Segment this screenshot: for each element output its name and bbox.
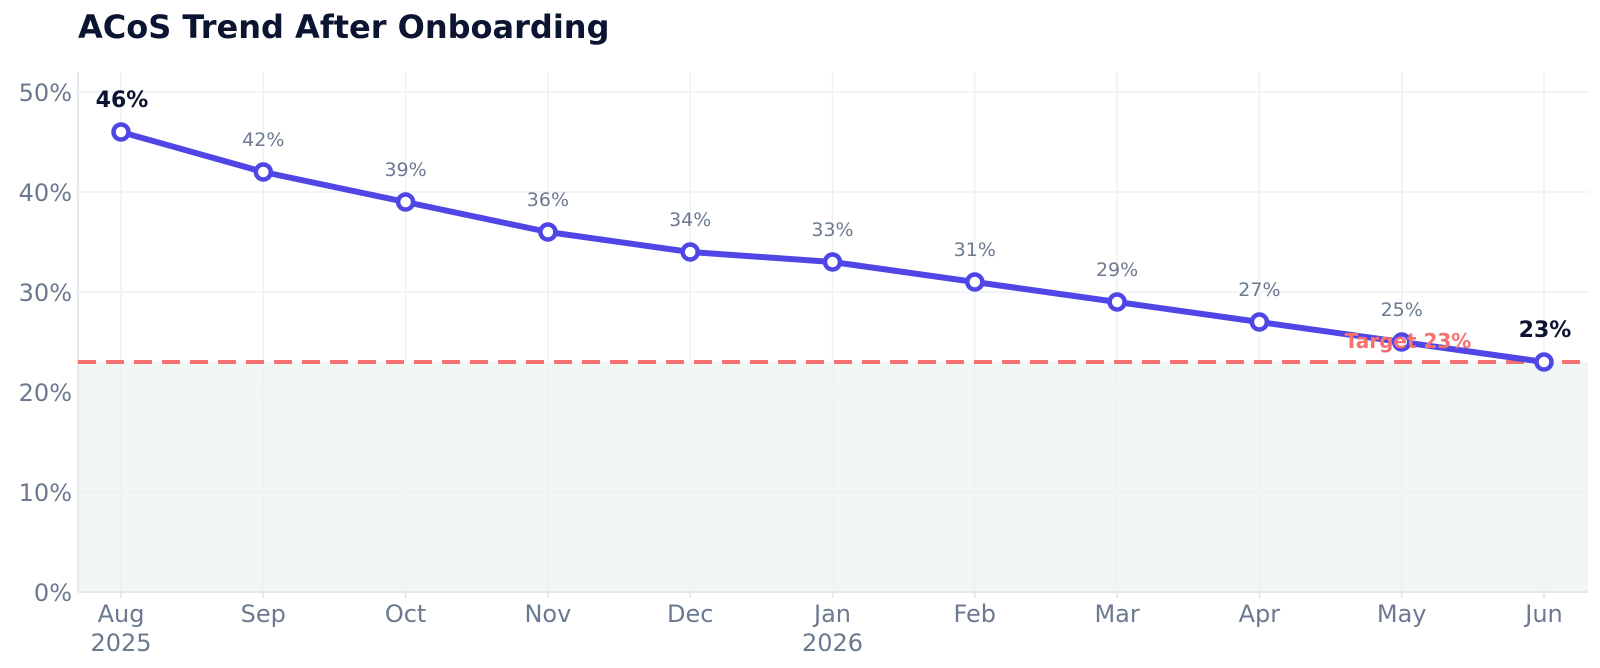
- x-tick-label: Aug: [98, 600, 145, 628]
- data-label: 34%: [669, 209, 711, 231]
- y-tick-label: 10%: [19, 479, 72, 507]
- data-point: [1534, 352, 1554, 372]
- data-label-highlight: 23%: [1519, 318, 1572, 343]
- data-point: [111, 122, 131, 142]
- y-tick-label: 0%: [34, 579, 72, 607]
- x-year-label: 2025: [90, 629, 151, 657]
- x-tick-label: Mar: [1094, 600, 1139, 628]
- data-point: [1249, 312, 1270, 332]
- data-label: 27%: [1238, 279, 1280, 301]
- x-tick-label: Jan: [812, 600, 851, 628]
- x-tick-label: Sep: [241, 600, 286, 628]
- chart-title: ACoS Trend After Onboarding: [78, 8, 610, 46]
- data-label: 39%: [384, 159, 426, 181]
- data-point: [538, 222, 558, 242]
- y-tick-label: 50%: [19, 79, 72, 107]
- x-tick-label: Nov: [524, 600, 571, 628]
- y-tick-label: 20%: [19, 379, 72, 407]
- target-label: Target 23%: [1345, 329, 1472, 353]
- data-point: [680, 242, 700, 262]
- data-label-highlight: 46%: [96, 88, 149, 113]
- x-tick-label: Feb: [954, 600, 997, 628]
- x-year-label: 2026: [802, 629, 863, 657]
- x-tick-label: Apr: [1239, 600, 1281, 628]
- data-label: 36%: [527, 189, 569, 211]
- x-tick-label: Dec: [667, 600, 713, 628]
- x-tick-label: Oct: [385, 600, 427, 628]
- data-label: 31%: [954, 239, 996, 261]
- data-label: 29%: [1096, 259, 1138, 281]
- data-point: [965, 272, 985, 292]
- data-point: [395, 192, 416, 212]
- data-label: 42%: [242, 129, 284, 151]
- data-point: [822, 252, 843, 272]
- data-label: 33%: [811, 219, 853, 241]
- data-point: [253, 162, 274, 182]
- data-point: [1391, 332, 1412, 352]
- x-tick-label: May: [1377, 600, 1427, 628]
- x-tick-label: Jun: [1523, 600, 1563, 628]
- y-tick-label: 30%: [19, 279, 72, 307]
- data-label: 25%: [1381, 299, 1423, 321]
- data-point: [1107, 292, 1127, 312]
- y-tick-label: 40%: [19, 179, 72, 207]
